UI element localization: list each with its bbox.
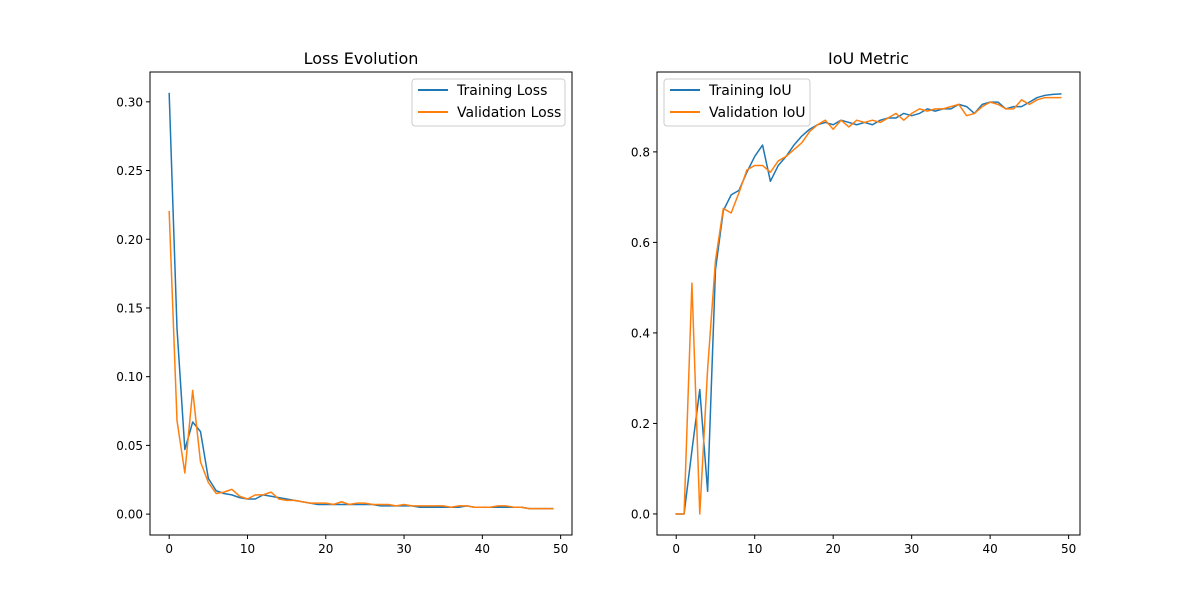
loss-y-tick-label: 0.30 (116, 95, 143, 109)
loss-ticks-layer: 0 10 20 30 40 50 0.00 0.05 0.10 0.15 0.20 0.25 0.30 (116, 95, 568, 556)
loss-chart-panel: Loss Evolution 0 10 20 30 40 50 0.00 0.05 0.10 0.… (116, 49, 573, 556)
iou-legend-label-validation: Validation IoU (709, 105, 806, 121)
loss-legend-label-validation: Validation Loss (457, 105, 561, 121)
iou-y-tick-label: 0.4 (631, 326, 650, 340)
iou-y-tick-label: 0.6 (631, 236, 650, 250)
iou-y-tick-label: 0.0 (631, 507, 650, 521)
iou-x-tick-label: 30 (904, 542, 919, 556)
iou-plot-frame (656, 71, 1081, 536)
loss-y-tick-label: 0.05 (116, 439, 143, 453)
iou-series-layer (675, 93, 1062, 515)
iou-chart-panel: IoU Metric 0 10 20 30 40 50 0.0 0.2 0.4 0.6 0.8 Tr… (631, 49, 1081, 556)
loss-x-tick-label: 20 (318, 542, 333, 556)
loss-x-tick-label: 40 (475, 542, 490, 556)
iou-x-tick-label: 20 (826, 542, 841, 556)
iou-ticks-layer: 0 10 20 30 40 50 0.0 0.2 0.4 0.6 0.8 (631, 145, 1076, 556)
iou-legend-box (663, 78, 811, 127)
iou-x-tick-label: 10 (747, 542, 762, 556)
loss-x-tick-label: 50 (553, 542, 568, 556)
iou-series-line-validation (675, 96, 1062, 515)
iou-y-tick-label: 0.8 (631, 145, 650, 159)
loss-plot-frame (149, 71, 573, 536)
iou-legend-label-training: Training IoU (708, 83, 792, 99)
loss-y-tick-label: 0.00 (116, 508, 143, 522)
loss-y-tick-label: 0.20 (116, 233, 143, 247)
iou-y-tick-label: 0.2 (631, 417, 650, 431)
iou-x-tick-label: 40 (983, 542, 998, 556)
loss-series-line-validation (168, 210, 554, 510)
loss-legend-box (411, 78, 566, 127)
loss-legend-label-training: Training Loss (456, 83, 547, 99)
loss-chart-title: Loss Evolution (304, 49, 419, 68)
loss-x-tick-label: 0 (165, 542, 173, 556)
loss-legend: Training Loss Validation Loss (411, 78, 566, 127)
iou-x-tick-label: 50 (1061, 542, 1076, 556)
iou-x-tick-label: 0 (672, 542, 680, 556)
iou-legend: Training IoU Validation IoU (663, 78, 811, 127)
loss-x-tick-label: 30 (396, 542, 411, 556)
loss-y-tick-label: 0.10 (116, 370, 143, 384)
iou-chart-title: IoU Metric (828, 49, 909, 68)
loss-y-tick-label: 0.15 (116, 301, 143, 315)
loss-series-layer (168, 92, 554, 510)
loss-x-tick-label: 10 (240, 542, 255, 556)
loss-y-tick-label: 0.25 (116, 164, 143, 178)
